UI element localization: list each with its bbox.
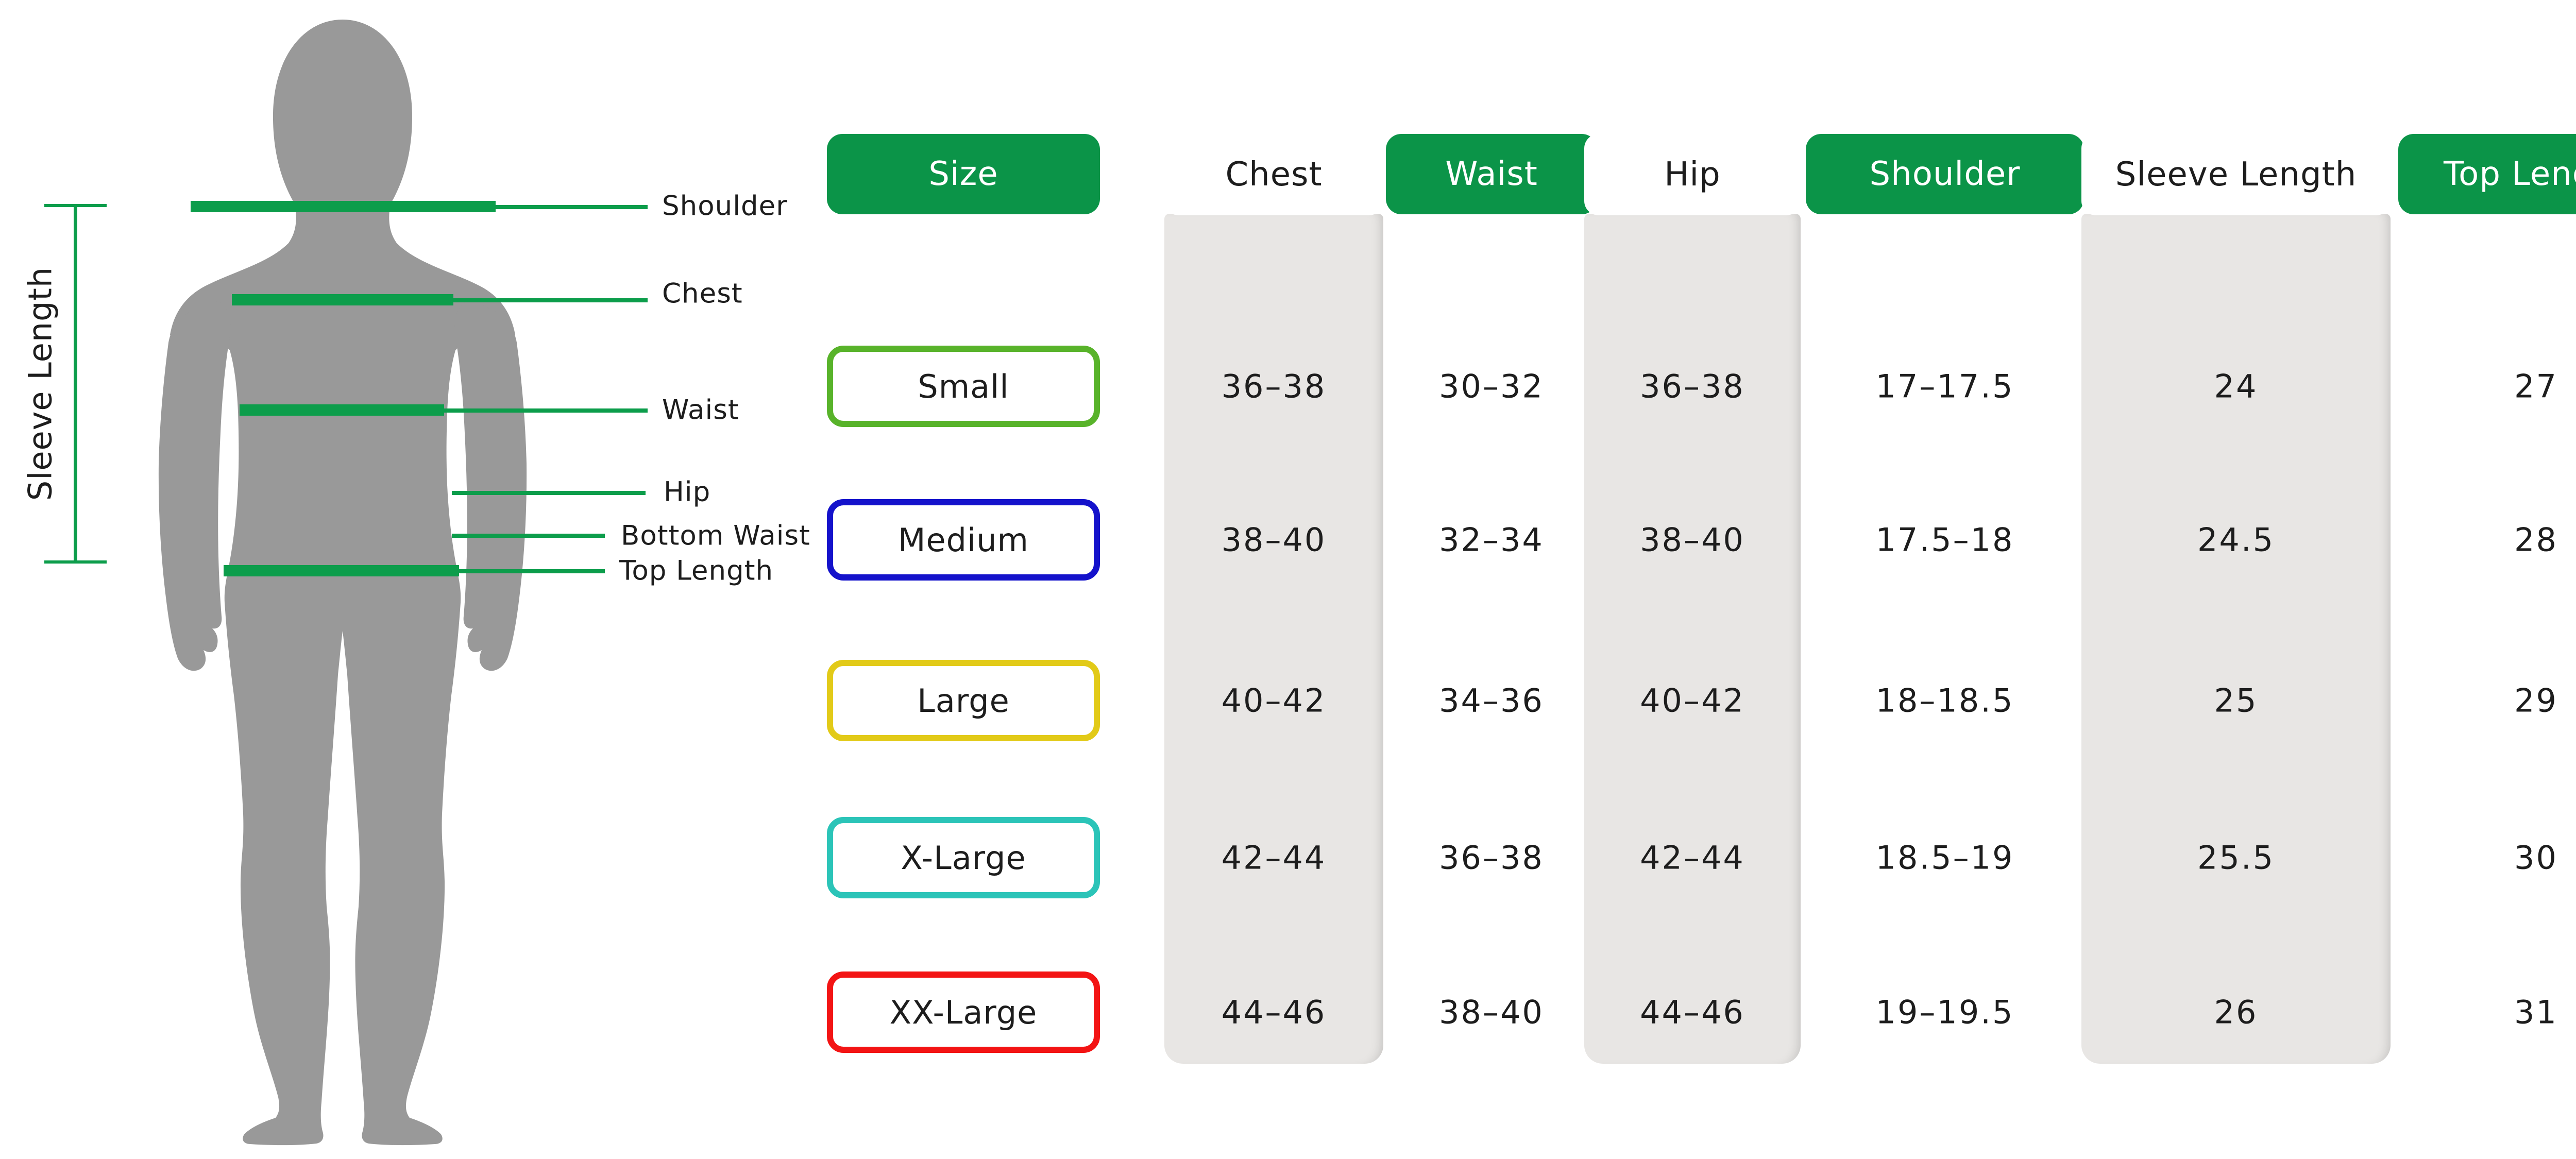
table-cell: 36–38: [1439, 839, 1544, 877]
table-cell: 44–46: [1640, 993, 1745, 1031]
table-cell: 42–44: [1221, 839, 1327, 877]
label-sleeve-length-vertical: Sleeve Length: [21, 266, 59, 501]
header-shoulder: Shoulder: [1806, 134, 2084, 214]
table-cell: 27: [2514, 367, 2558, 405]
size-button-medium[interactable]: Medium: [827, 499, 1100, 581]
label-shoulder: Shoulder: [662, 190, 788, 222]
table-cell: 24.5: [2197, 521, 2275, 559]
waist-measure-line: [240, 404, 444, 416]
label-top-length: Top Length: [619, 555, 774, 587]
header-chest: Chest: [1164, 134, 1383, 215]
chest-measure-line: [232, 294, 453, 305]
header-size: Size: [827, 134, 1100, 214]
table-cell: 38–40: [1221, 521, 1327, 559]
table-cell: 17.5–18: [1875, 521, 2014, 559]
table-cell: 18–18.5: [1875, 681, 2014, 720]
top-length-measure-line: [224, 565, 459, 576]
shoulder-measure-line: [191, 201, 496, 212]
label-chest: Chest: [662, 278, 743, 310]
header-sleeve-length: Sleeve Length: [2081, 134, 2391, 215]
table-cell: 32–34: [1439, 521, 1544, 559]
size-button-small[interactable]: Small: [827, 346, 1100, 427]
table-cell: 30–32: [1439, 367, 1544, 405]
table-cell: 40–42: [1221, 681, 1327, 720]
shoulder-leader-line: [496, 205, 648, 209]
table-cell: 30: [2514, 839, 2558, 877]
table-cell: 25.5: [2197, 839, 2275, 877]
size-button-x-large[interactable]: X-Large: [827, 817, 1100, 898]
header-waist: Waist: [1386, 134, 1597, 214]
bottom-waist-leader-line: [452, 534, 605, 538]
table-cell: 31: [2514, 993, 2558, 1031]
table-cell: 29: [2514, 681, 2558, 720]
column-stripe-chest: [1164, 214, 1383, 1064]
waist-leader-line: [444, 408, 648, 413]
column-stripe-sleeve: [2081, 214, 2391, 1064]
table-cell: 19–19.5: [1875, 993, 2014, 1031]
top-length-leader-line: [459, 569, 605, 573]
table-cell: 28: [2514, 521, 2558, 559]
table-cell: 25: [2214, 681, 2258, 720]
table-cell: 40–42: [1640, 681, 1745, 720]
table-cell: 17–17.5: [1875, 367, 2014, 405]
table-cell: 26: [2214, 993, 2258, 1031]
table-cell: 42–44: [1640, 839, 1745, 877]
body-silhouette: [158, 20, 527, 1146]
table-cell: 36–38: [1640, 367, 1745, 405]
header-hip: Hip: [1584, 134, 1801, 215]
sleeve-bracket-bottom-cap: [44, 560, 107, 564]
size-button-large[interactable]: Large: [827, 660, 1100, 741]
table-cell: 38–40: [1640, 521, 1745, 559]
label-bottom-waist: Bottom Waist: [621, 520, 810, 552]
table-cell: 24: [2214, 367, 2258, 405]
header-top-length: Top Length: [2398, 134, 2576, 214]
chest-leader-line: [453, 298, 648, 302]
table-cell: 44–46: [1221, 993, 1327, 1031]
label-hip: Hip: [664, 476, 711, 508]
label-waist: Waist: [662, 394, 739, 426]
table-cell: 38–40: [1439, 993, 1544, 1031]
column-stripe-hip: [1584, 214, 1801, 1064]
table-cell: 34–36: [1439, 681, 1544, 720]
table-cell: 36–38: [1221, 367, 1327, 405]
table-cell: 18.5–19: [1875, 839, 2014, 877]
sleeve-bracket-bar: [74, 205, 77, 563]
hip-leader-line: [452, 491, 646, 495]
size-button-xx-large[interactable]: XX-Large: [827, 971, 1100, 1053]
